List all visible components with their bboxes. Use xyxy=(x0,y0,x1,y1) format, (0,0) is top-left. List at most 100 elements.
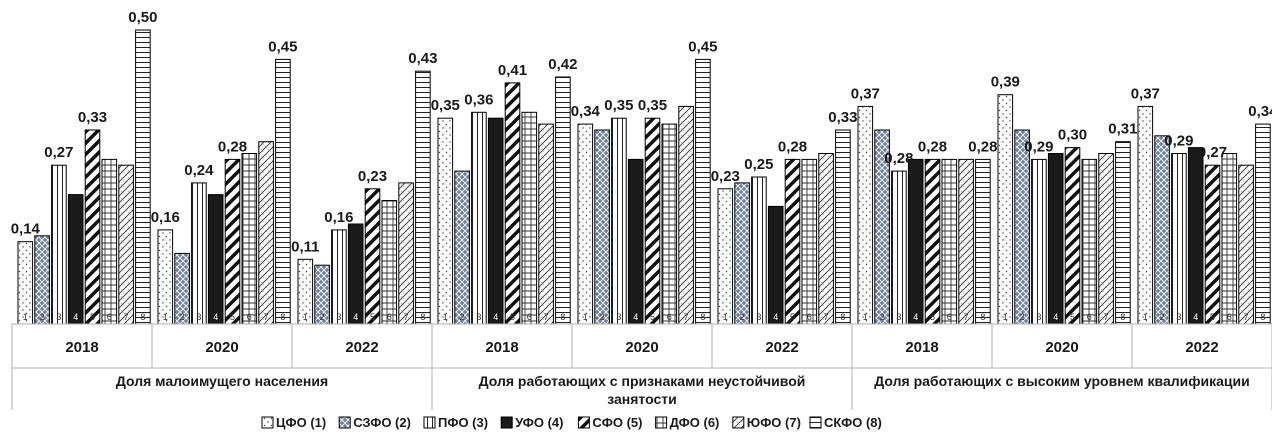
bar-3-cluster-2 xyxy=(191,182,207,325)
bar-number-label: 2 xyxy=(460,312,465,322)
bar-number-label: 1 xyxy=(1143,312,1148,322)
data-label: 0,34 xyxy=(1248,103,1272,120)
legend-entry-4: УФО (4) xyxy=(515,415,563,430)
bar-number-label: 4 xyxy=(633,312,638,322)
bar-5-cluster-9 xyxy=(1204,164,1221,325)
data-label: 0,16 xyxy=(324,209,353,226)
data-label: 0,29 xyxy=(1164,133,1193,150)
bar-3-cluster-4 xyxy=(471,111,487,325)
data-label: 0,35 xyxy=(638,97,667,114)
bar-number-label: 5 xyxy=(650,312,655,322)
bar-number-label: 7 xyxy=(684,312,689,322)
data-label: 0,28 xyxy=(218,138,247,155)
data-label: 0,27 xyxy=(44,144,73,161)
data-label: 0,31 xyxy=(1108,121,1137,138)
bar-7-cluster-7 xyxy=(958,158,974,325)
data-label: 0,28 xyxy=(918,138,947,155)
bar-number-label: 2 xyxy=(1020,312,1025,322)
bar-number-label: 3 xyxy=(196,312,201,322)
bar-number-label: 8 xyxy=(420,312,425,322)
bar-5-cluster-1 xyxy=(84,129,101,325)
year-tick-label: 2022 xyxy=(1185,339,1218,356)
category-axis: 2018 2020 2022 Доля малоимущего населения 20… xyxy=(11,323,1272,410)
bar-number-label: 1 xyxy=(723,312,728,322)
bar-number-label: 2 xyxy=(40,312,45,322)
bar-number-label: 5 xyxy=(1070,312,1075,322)
legend-swatch-1 xyxy=(261,416,274,429)
bar-4-cluster-4 xyxy=(487,117,504,325)
bar-8-cluster-6 xyxy=(835,129,851,325)
bar-number-label: 6 xyxy=(247,312,252,322)
data-label: 0,24 xyxy=(184,162,214,179)
bar-6-cluster-9 xyxy=(1221,153,1238,325)
bar-number-label: 7 xyxy=(1104,312,1109,322)
bar-number-label: 5 xyxy=(510,312,515,322)
bar-8-cluster-4 xyxy=(555,76,571,325)
bar-8-cluster-9 xyxy=(1255,123,1271,325)
bar-number-label: 3 xyxy=(336,312,341,322)
bar-1-cluster-6 xyxy=(717,188,734,325)
data-label: 0,11 xyxy=(291,238,319,255)
bar-number-label: 4 xyxy=(773,312,778,322)
bar-number-label: 2 xyxy=(740,312,745,322)
data-label: 0,27 xyxy=(1198,144,1227,161)
bar-5-cluster-7 xyxy=(924,158,941,325)
bar-number-label: 6 xyxy=(527,312,532,322)
data-label: 0,25 xyxy=(744,156,773,173)
bar-7-cluster-2 xyxy=(258,141,274,325)
bar-number-label: 2 xyxy=(1160,312,1165,322)
bar-3-cluster-8 xyxy=(1031,158,1047,325)
data-label: 0,39 xyxy=(991,74,1020,91)
legend-entry-2: СЗФО (2) xyxy=(353,415,411,430)
bar-4-cluster-7 xyxy=(907,158,924,325)
year-tick-label: 2018 xyxy=(485,339,518,356)
bar-number-label: 8 xyxy=(280,312,285,322)
legend-entry-5: СФО (5) xyxy=(592,415,642,430)
bar-2-cluster-4 xyxy=(454,170,470,325)
data-label: 0,28 xyxy=(968,138,997,155)
bar-3-cluster-7 xyxy=(891,170,907,325)
bar-5-cluster-8 xyxy=(1064,147,1081,325)
bar-number-label: 6 xyxy=(807,312,812,322)
data-label: 0,36 xyxy=(464,91,493,108)
bar-number-label: 5 xyxy=(930,312,935,322)
legend-swatch-6 xyxy=(655,416,668,429)
bar-1-cluster-8 xyxy=(997,94,1014,325)
bar-7-cluster-3 xyxy=(398,182,414,325)
bar-number-label: 6 xyxy=(947,312,952,322)
bar-number-label: 5 xyxy=(1210,312,1215,322)
bar-number-label: 4 xyxy=(913,312,918,322)
bar-1-cluster-5 xyxy=(577,123,594,325)
legend-entry-8: СКФО (8) xyxy=(824,415,882,430)
data-label: 0,28 xyxy=(778,138,807,155)
bar-number-label: 8 xyxy=(140,312,145,322)
bar-number-label: 7 xyxy=(124,312,129,322)
year-tick-label: 2020 xyxy=(1045,339,1078,356)
bar-6-cluster-2 xyxy=(241,153,258,325)
data-label: 0,33 xyxy=(78,109,107,126)
bar-7-cluster-8 xyxy=(1098,153,1114,325)
bar-3-cluster-6 xyxy=(751,176,767,325)
group-label: Доля работающих с признаками неустойчиво… xyxy=(479,373,806,389)
year-tick-label: 2018 xyxy=(65,339,98,356)
bar-1-cluster-7 xyxy=(857,105,874,325)
bar-number-label: 1 xyxy=(583,312,588,322)
bar-number-label: 4 xyxy=(73,312,78,322)
bar-number-label: 6 xyxy=(1087,312,1092,322)
legend-entry-3: ПФО (3) xyxy=(438,415,488,430)
bar-1-cluster-2 xyxy=(157,229,174,325)
legend: ЦФО (1) СЗФО (2) ПФО (3) УФО (4) СФО (5) ДФО … xyxy=(261,415,882,430)
bar-4-cluster-9 xyxy=(1187,147,1204,325)
bar-5-cluster-4 xyxy=(504,82,521,325)
bar-number-label: 4 xyxy=(1053,312,1058,322)
bar-7-cluster-1 xyxy=(118,164,134,325)
bar-number-label: 1 xyxy=(303,312,308,322)
bar-6-cluster-3 xyxy=(381,200,398,325)
data-label: 0,16 xyxy=(151,209,180,226)
data-label: 0,34 xyxy=(571,103,601,120)
bar-5-cluster-5 xyxy=(644,117,661,325)
bar-6-cluster-1 xyxy=(101,158,118,325)
bar-number-label: 1 xyxy=(443,312,448,322)
year-tick-label: 2022 xyxy=(765,339,798,356)
bar-number-label: 7 xyxy=(964,312,969,322)
